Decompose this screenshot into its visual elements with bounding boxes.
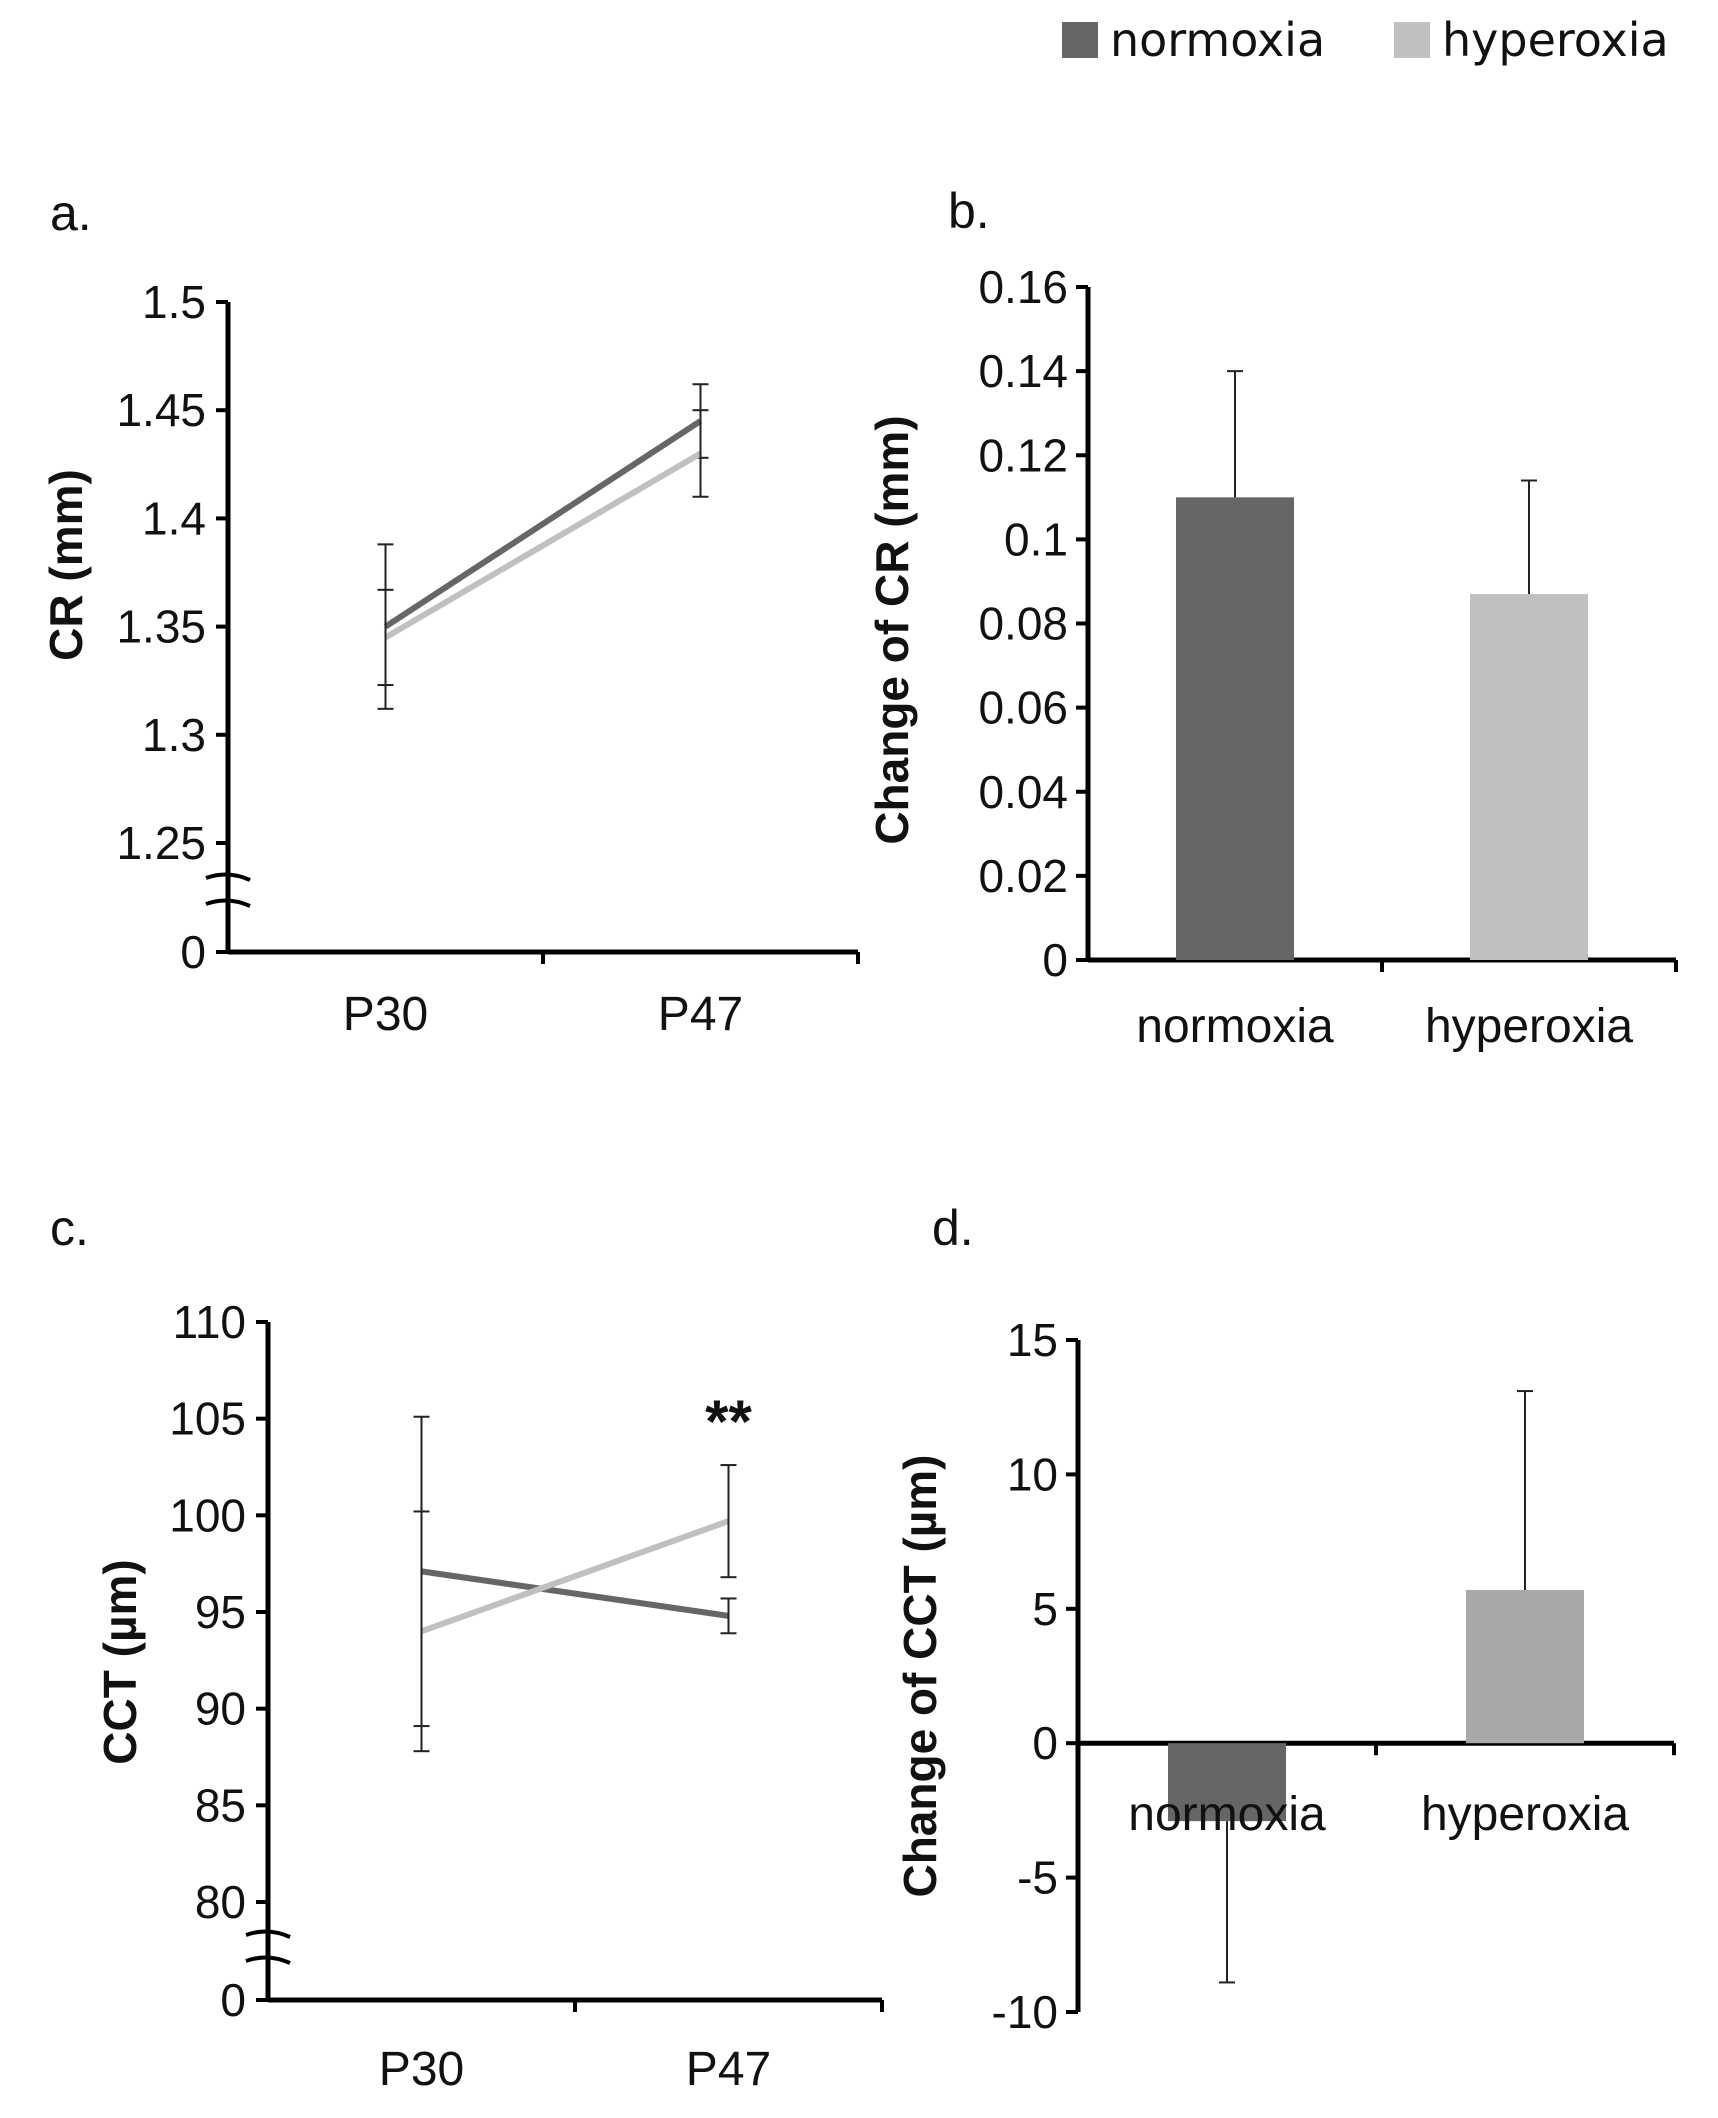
axis-break-mark-upper [245,1929,291,1939]
x-tick-label-p47: P47 [658,988,743,1041]
y-tick-label-15: 15 [1007,1314,1058,1366]
y-tick-label-10: 10 [1007,1448,1058,1500]
y-tick-label-1-5: 1.5 [142,276,206,328]
series-line-hyperoxia [383,450,703,641]
bar-normoxia [1168,1743,1286,1822]
panel-a-line-chart: a. 0 1.25 1.3 1.35 1.4 1.45 1.5 P30 P47 CR (mm) [40,185,860,1041]
y-axis-title: Change of CCT (µm) [894,1454,946,1897]
x-tick-label-hyperoxia: hyperoxia [1425,1000,1633,1053]
significance-annotation: ** [705,1388,752,1455]
bar-hyperoxia [1470,594,1588,960]
panel-label: d. [932,1200,974,1256]
y-tick-label-110: 110 [173,1296,246,1348]
series-line-hyperoxia [420,1518,730,1635]
x-tick-label-normoxia: normoxia [1128,1788,1326,1841]
y-tick-label-1-35: 1.35 [116,601,206,653]
panel-label: c. [50,1200,89,1256]
y-tick-label-1-45: 1.45 [116,384,206,436]
axis-break-mark-upper [205,872,251,882]
series-line-normoxia [421,1568,729,1619]
y-tick-label-10: -10 [992,1986,1058,2038]
y-axis-title: Change of CR (mm) [866,415,918,844]
y-tick-label-0-08: 0.08 [978,598,1068,650]
y-tick-label-0-04: 0.04 [978,766,1068,818]
y-tick-label-0: 0 [180,926,206,978]
bar-normoxia [1176,497,1294,960]
panel-label: b. [948,183,990,239]
x-tick-label-normoxia: normoxia [1136,1000,1334,1053]
y-tick-label-0-02: 0.02 [978,850,1068,902]
legend-swatch-normoxia [1062,22,1098,58]
axis-break-mark-lower [205,898,251,908]
x-tick-label-p47: P47 [686,2043,771,2096]
y-tick-label-95: 95 [195,1586,246,1638]
y-tick-label-100: 100 [169,1489,246,1541]
series-line-normoxia [383,418,703,630]
y-tick-label-1-25: 1.25 [116,817,206,869]
y-tick-label-1-3: 1.3 [142,709,206,761]
y-axis-title: CR (mm) [40,469,92,661]
panel-label: a. [50,185,92,241]
legend-label-normoxia: normoxia [1110,13,1325,67]
y-tick-label-0-06: 0.06 [978,682,1068,734]
y-tick-label-80: 80 [195,1876,246,1928]
y-tick-label-5: 5 [1032,1583,1058,1635]
y-tick-label-0-16: 0.16 [978,261,1068,313]
x-tick-label-p30: P30 [379,2043,464,2096]
y-tick-label-90: 90 [195,1683,246,1735]
axis-break-mark-lower [245,1955,291,1965]
bar-hyperoxia [1466,1589,1584,1744]
y-axis-title: CCT (µm) [94,1559,146,1764]
y-tick-label-105: 105 [169,1393,246,1445]
y-tick-label-0: 0 [1042,934,1068,986]
y-tick-label-85: 85 [195,1779,246,1831]
legend-label-hyperoxia: hyperoxia [1442,13,1669,67]
legend-swatch-hyperoxia [1394,22,1430,58]
y-tick-label-5: -5 [1017,1852,1058,1904]
legend: normoxia hyperoxia [1062,13,1669,67]
x-tick-label-p30: P30 [343,988,428,1041]
panel-d-bar-chart: d. -10 -5 0 5 10 15 normoxia hyperoxia Change of … [894,1200,1676,2038]
x-tick-label-hyperoxia: hyperoxia [1421,1788,1629,1841]
y-tick-label-0-14: 0.14 [978,345,1068,397]
panel-b-bar-chart: b. 0 0.02 0.04 0.06 0.08 0.1 0.12 0.14 0.16 normox… [866,183,1678,1053]
y-tick-label-0: 0 [220,1974,246,2026]
panel-c-line-chart: c. 0 80 85 90 95 100 105 110 P30 P47 CCT (µm) ** [50,1200,884,2096]
y-tick-label-0-12: 0.12 [978,429,1068,481]
y-tick-label-0-1: 0.1 [1004,513,1068,565]
y-tick-label-0: 0 [1032,1717,1058,1769]
y-tick-label-1-4: 1.4 [142,492,206,544]
